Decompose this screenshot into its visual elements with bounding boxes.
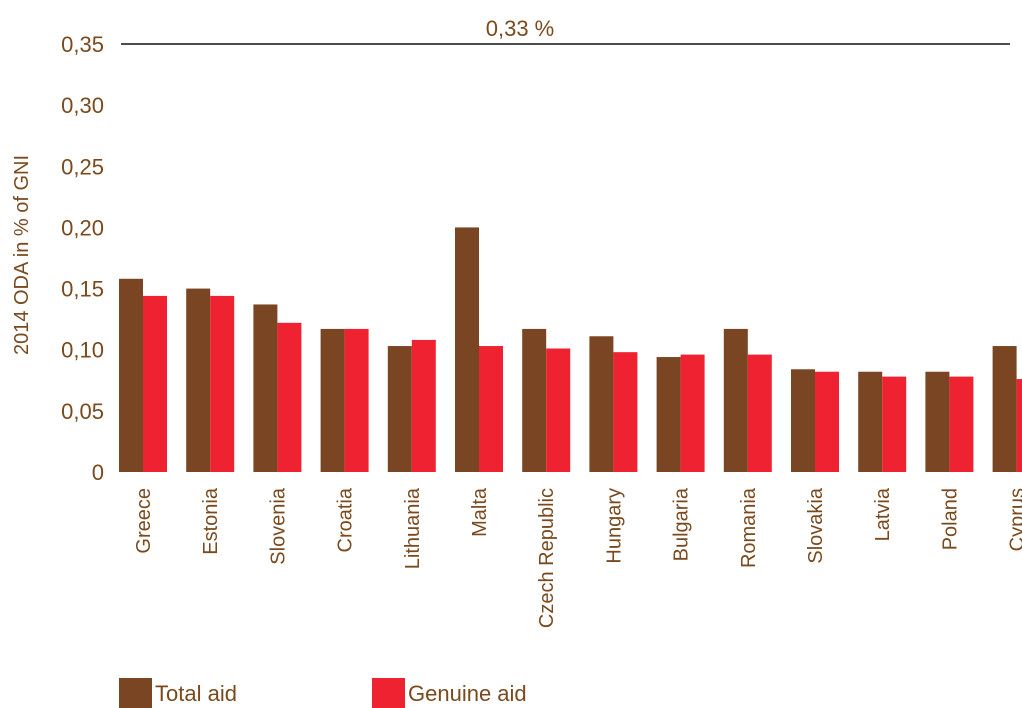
total-aid-bar-bulgaria xyxy=(657,357,681,472)
legend-label: Genuine aid xyxy=(408,681,527,706)
y-tick-label: 0,15 xyxy=(61,277,104,302)
genuine-aid-bar-cyprus xyxy=(1017,379,1022,472)
category-label: Slovenia xyxy=(267,487,289,565)
genuine-aid-bar-lithuania xyxy=(412,340,436,472)
legend-label: Total aid xyxy=(155,681,237,706)
y-tick-label: 0,35 xyxy=(61,32,104,57)
y-axis-title: 2014 ODA in % of GNI xyxy=(11,155,33,355)
genuine-aid-bar-czech-republic xyxy=(546,348,570,472)
category-label: Estonia xyxy=(200,487,222,555)
y-tick-label: 0,30 xyxy=(61,93,104,118)
category-label: Poland xyxy=(939,488,961,550)
reference-line-group: 0,33 % xyxy=(121,16,1010,44)
total-aid-bar-malta xyxy=(455,227,479,472)
category-label: Bulgaria xyxy=(671,487,693,561)
y-axis: 0 0,05 0,10 0,15 0,20 0,25 0,30 0,35 xyxy=(61,32,104,485)
total-aid-bar-slovenia xyxy=(253,304,277,472)
category-labels: Greece Estonia Slovenia Croatia Lithuania Mal… xyxy=(133,487,1022,628)
y-tick-label: 0,10 xyxy=(61,338,104,363)
bars xyxy=(119,227,1022,472)
category-label: Malta xyxy=(469,487,491,537)
genuine-aid-bar-estonia xyxy=(210,296,234,472)
category-label: Latvia xyxy=(872,487,894,541)
genuine-aid-bar-greece xyxy=(143,296,167,472)
genuine-aid-bar-hungary xyxy=(613,352,637,472)
genuine-aid-bar-slovenia xyxy=(277,323,301,472)
legend-swatch xyxy=(372,678,405,708)
total-aid-bar-romania xyxy=(724,329,748,472)
total-aid-bar-lithuania xyxy=(388,346,412,472)
y-tick-label: 0,20 xyxy=(61,215,104,240)
total-aid-bar-croatia xyxy=(321,329,345,472)
total-aid-bar-hungary xyxy=(589,336,613,472)
total-aid-bar-greece xyxy=(119,279,143,472)
genuine-aid-bar-poland xyxy=(949,377,973,472)
genuine-aid-bar-malta xyxy=(479,346,503,472)
total-aid-bar-slovakia xyxy=(791,369,815,472)
legend-swatch xyxy=(119,678,152,708)
category-label: Greece xyxy=(133,488,155,554)
reference-line-label: 0,33 % xyxy=(486,16,555,41)
total-aid-bar-cyprus xyxy=(993,346,1017,472)
category-label: Hungary xyxy=(603,488,625,564)
genuine-aid-bar-croatia xyxy=(345,329,369,472)
genuine-aid-bar-bulgaria xyxy=(681,355,705,472)
category-label: Croatia xyxy=(335,487,357,552)
category-label: Romania xyxy=(738,487,760,568)
legend: Total aid Genuine aid xyxy=(119,678,527,708)
category-label: Cyprus xyxy=(1007,488,1022,551)
y-tick-label: 0 xyxy=(92,460,104,485)
genuine-aid-bar-latvia xyxy=(882,377,906,472)
genuine-aid-bar-slovakia xyxy=(815,372,839,472)
total-aid-bar-estonia xyxy=(186,289,210,472)
category-label: Czech Republic xyxy=(536,488,558,628)
category-label: Lithuania xyxy=(402,487,424,569)
category-label: Slovakia xyxy=(805,487,827,563)
total-aid-bar-czech-republic xyxy=(522,329,546,472)
y-tick-label: 0,25 xyxy=(61,154,104,179)
total-aid-bar-poland xyxy=(925,372,949,472)
genuine-aid-bar-romania xyxy=(748,355,772,472)
total-aid-bar-latvia xyxy=(858,372,882,472)
y-tick-label: 0,05 xyxy=(61,399,104,424)
